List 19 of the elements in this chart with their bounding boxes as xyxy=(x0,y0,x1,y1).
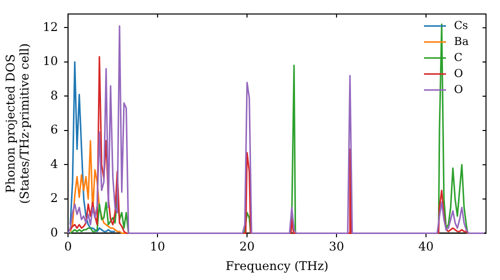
y-tick-label: 10 xyxy=(42,54,58,68)
x-tick-label: 30 xyxy=(328,240,344,254)
x-tick-label: 10 xyxy=(150,240,166,254)
legend-label: C xyxy=(454,50,462,64)
legend-label: O xyxy=(454,66,464,80)
y-axis-title: Phonon projected DOS (States/THz·primitive cell) xyxy=(3,43,32,204)
legend-label: Ba xyxy=(454,34,470,48)
x-tick-label: 20 xyxy=(239,240,255,254)
legend-label: O xyxy=(454,82,464,96)
y-tick-label: 4 xyxy=(50,156,58,171)
y-tick-label: 8 xyxy=(50,88,58,102)
legend-label: Cs xyxy=(454,18,468,32)
x-tick-label: 0 xyxy=(64,240,72,254)
x-tick-label: 40 xyxy=(418,240,434,254)
y-tick-label: 12 xyxy=(42,20,58,34)
y-tick-label: 2 xyxy=(50,191,58,206)
y-tick-label: 6 xyxy=(50,122,58,137)
x-axis-title: Frequency (THz) xyxy=(226,258,328,273)
y-tick-label: 0 xyxy=(50,225,58,240)
